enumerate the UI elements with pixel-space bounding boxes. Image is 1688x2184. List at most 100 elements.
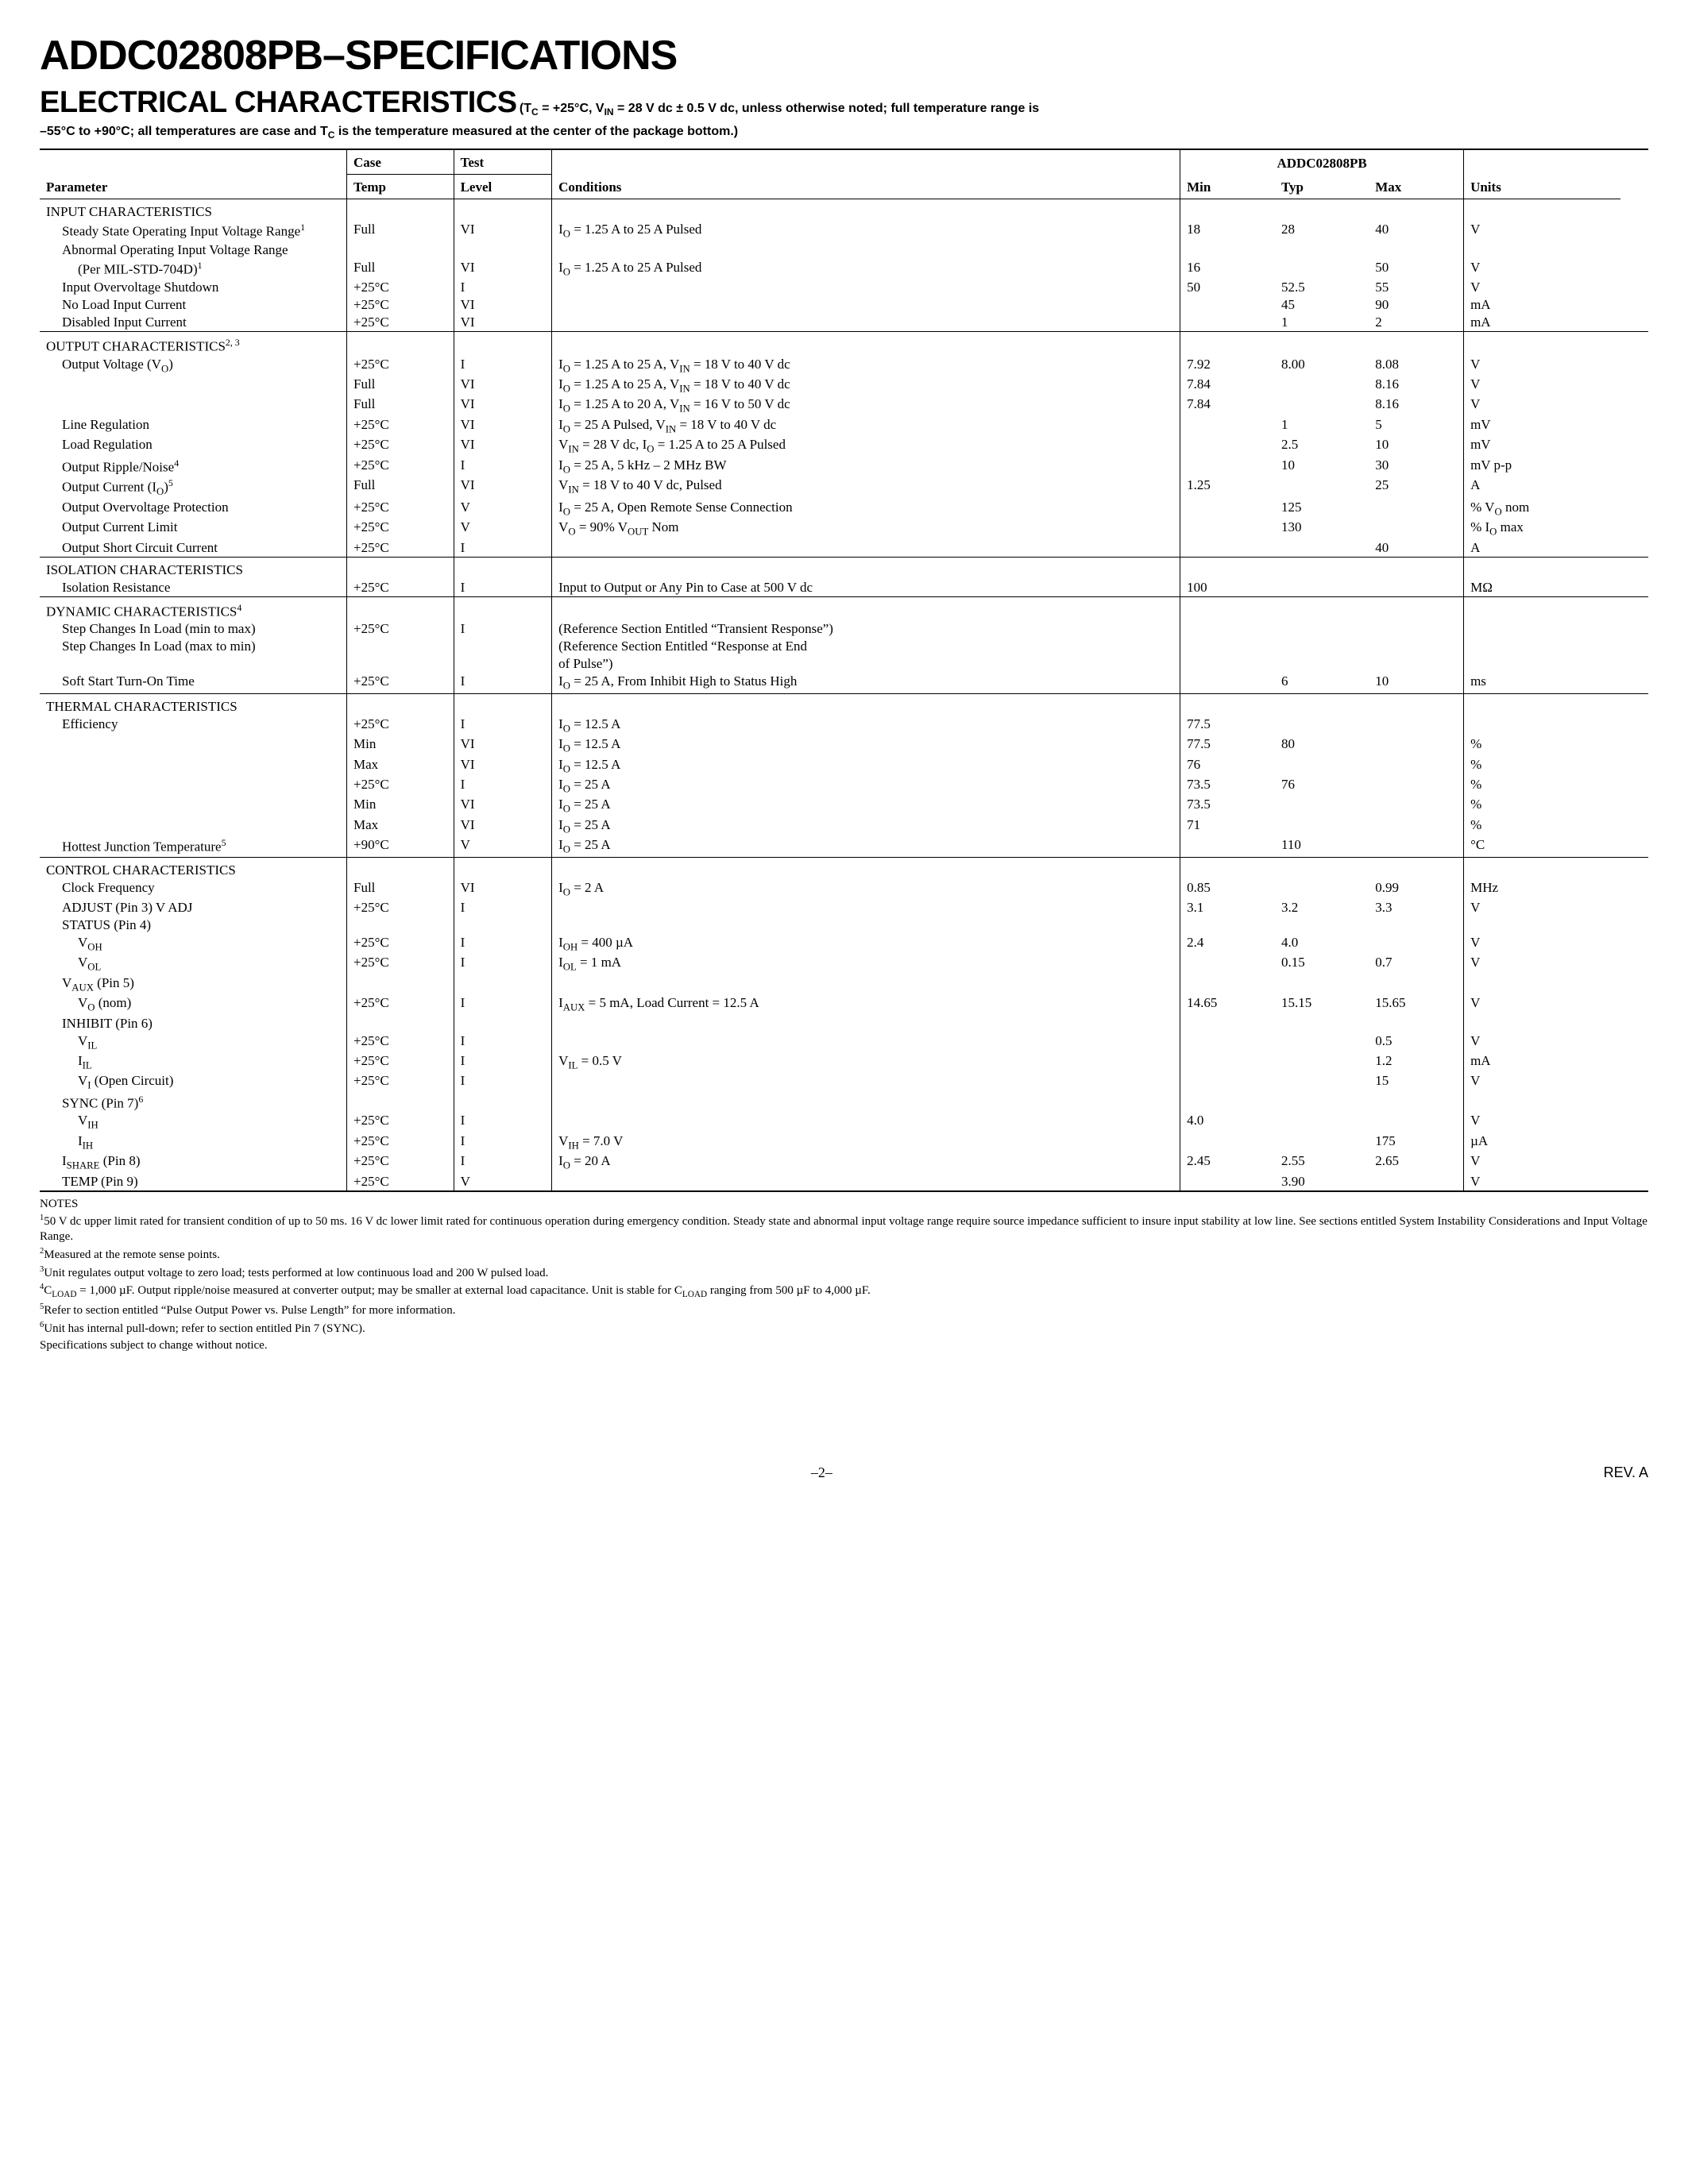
param-cell: VIL [40,1032,347,1052]
max-cell [1369,241,1463,259]
max-cell [1369,1015,1463,1032]
max-cell: 10 [1369,436,1463,456]
typ-cell [1275,974,1369,994]
param-cell: ADJUST (Pin 3) V ADJ [40,899,347,916]
param-cell: Abnormal Operating Input Voltage Range [40,241,347,259]
conditions-cell: IOH = 400 µA [552,934,1180,954]
max-cell [1369,519,1463,538]
casetemp-cell: +25°C [347,899,454,916]
typ-cell [1275,655,1369,673]
casetemp-cell: +25°C [347,673,454,693]
conditions-cell: VIL = 0.5 V [552,1052,1180,1072]
casetemp-cell: +25°C [347,356,454,376]
units-cell: V [1464,259,1620,279]
testlevel-cell [454,916,552,934]
units-cell: V [1464,1112,1620,1132]
max-cell: 8.08 [1369,356,1463,376]
testlevel-cell: V [454,836,552,857]
conditions-cell: VIN = 28 V dc, IO = 1.25 A to 25 A Pulse… [552,436,1180,456]
conditions-cell: IO = 1.25 A to 20 A, VIN = 16 V to 50 V … [552,396,1180,415]
param-cell: VAUX (Pin 5) [40,974,347,994]
min-cell [1180,620,1275,638]
typ-cell: 1 [1275,314,1369,332]
max-cell [1369,816,1463,836]
param-cell: Efficiency [40,716,347,735]
max-cell [1369,776,1463,796]
typ-cell: 4.0 [1275,934,1369,954]
testlevel-cell [454,1093,552,1113]
min-cell [1180,416,1275,436]
param-cell: Output Overvoltage Protection [40,499,347,519]
conditions-cell: VIH = 7.0 V [552,1133,1180,1152]
conditions-cell: IO = 25 A, From Inhibit High to Status H… [552,673,1180,693]
casetemp-cell [347,638,454,655]
casetemp-cell: +25°C [347,519,454,538]
conditions-cell [552,296,1180,314]
units-cell: MHz [1464,879,1620,899]
testlevel-cell: VI [454,296,552,314]
testlevel-cell: I [454,776,552,796]
typ-cell: 45 [1275,296,1369,314]
conditions-cell [552,916,1180,934]
casetemp-cell: Full [347,879,454,899]
min-cell [1180,673,1275,693]
conditions-cell: IO = 25 A [552,836,1180,857]
page-footer: –2– REV. A [40,1464,1648,1481]
param-cell: ISHARE (Pin 8) [40,1152,347,1172]
typ-cell: 2.55 [1275,1152,1369,1172]
param-cell [40,376,347,396]
param-cell [40,816,347,836]
casetemp-cell: Min [347,796,454,816]
param-cell: Step Changes In Load (min to max) [40,620,347,638]
units-cell: MΩ [1464,579,1620,597]
typ-cell [1275,1015,1369,1032]
testlevel-cell: I [454,899,552,916]
max-cell: 8.16 [1369,376,1463,396]
casetemp-cell: +25°C [347,499,454,519]
min-cell [1180,655,1275,673]
param-cell: Steady State Operating Input Voltage Ran… [40,221,347,241]
testlevel-cell: I [454,279,552,296]
min-cell: 100 [1180,579,1275,597]
typ-cell [1275,620,1369,638]
casetemp-cell: +25°C [347,954,454,974]
conditions-cell [552,974,1180,994]
min-cell: 50 [1180,279,1275,296]
conditions-cell [552,1173,1180,1191]
conditions-cell: IO = 2 A [552,879,1180,899]
min-cell [1180,1072,1275,1092]
casetemp-cell: +25°C [347,1133,454,1152]
min-cell: 0.85 [1180,879,1275,899]
units-cell: ms [1464,673,1620,693]
conditions-cell: IO = 25 A Pulsed, VIN = 18 V to 40 V dc [552,416,1180,436]
units-cell: % [1464,756,1620,776]
units-cell: % [1464,816,1620,836]
note-item: 5Refer to section entitled “Pulse Output… [40,1302,1648,1318]
max-cell [1369,796,1463,816]
casetemp-cell: +25°C [347,934,454,954]
param-cell: VOH [40,934,347,954]
min-cell: 14.65 [1180,994,1275,1014]
th-typ: Typ [1275,175,1369,199]
conditions-cell: IO = 1.25 A to 25 A, VIN = 18 V to 40 V … [552,376,1180,396]
max-cell: 5 [1369,416,1463,436]
param-cell: VOL [40,954,347,974]
units-cell [1464,974,1620,994]
max-cell: 30 [1369,457,1463,477]
testlevel-cell: V [454,519,552,538]
min-cell [1180,241,1275,259]
param-cell: IIH [40,1133,347,1152]
param-cell: Output Current Limit [40,519,347,538]
testlevel-cell: I [454,994,552,1014]
min-cell: 73.5 [1180,776,1275,796]
casetemp-cell: +25°C [347,776,454,796]
conditions-cell [552,539,1180,558]
units-cell: V [1464,899,1620,916]
conditions-cell [552,279,1180,296]
units-cell: V [1464,396,1620,415]
casetemp-cell [347,1015,454,1032]
param-cell: Soft Start Turn-On Time [40,673,347,693]
max-cell: 2.65 [1369,1152,1463,1172]
units-cell: mV p-p [1464,457,1620,477]
min-cell [1180,954,1275,974]
